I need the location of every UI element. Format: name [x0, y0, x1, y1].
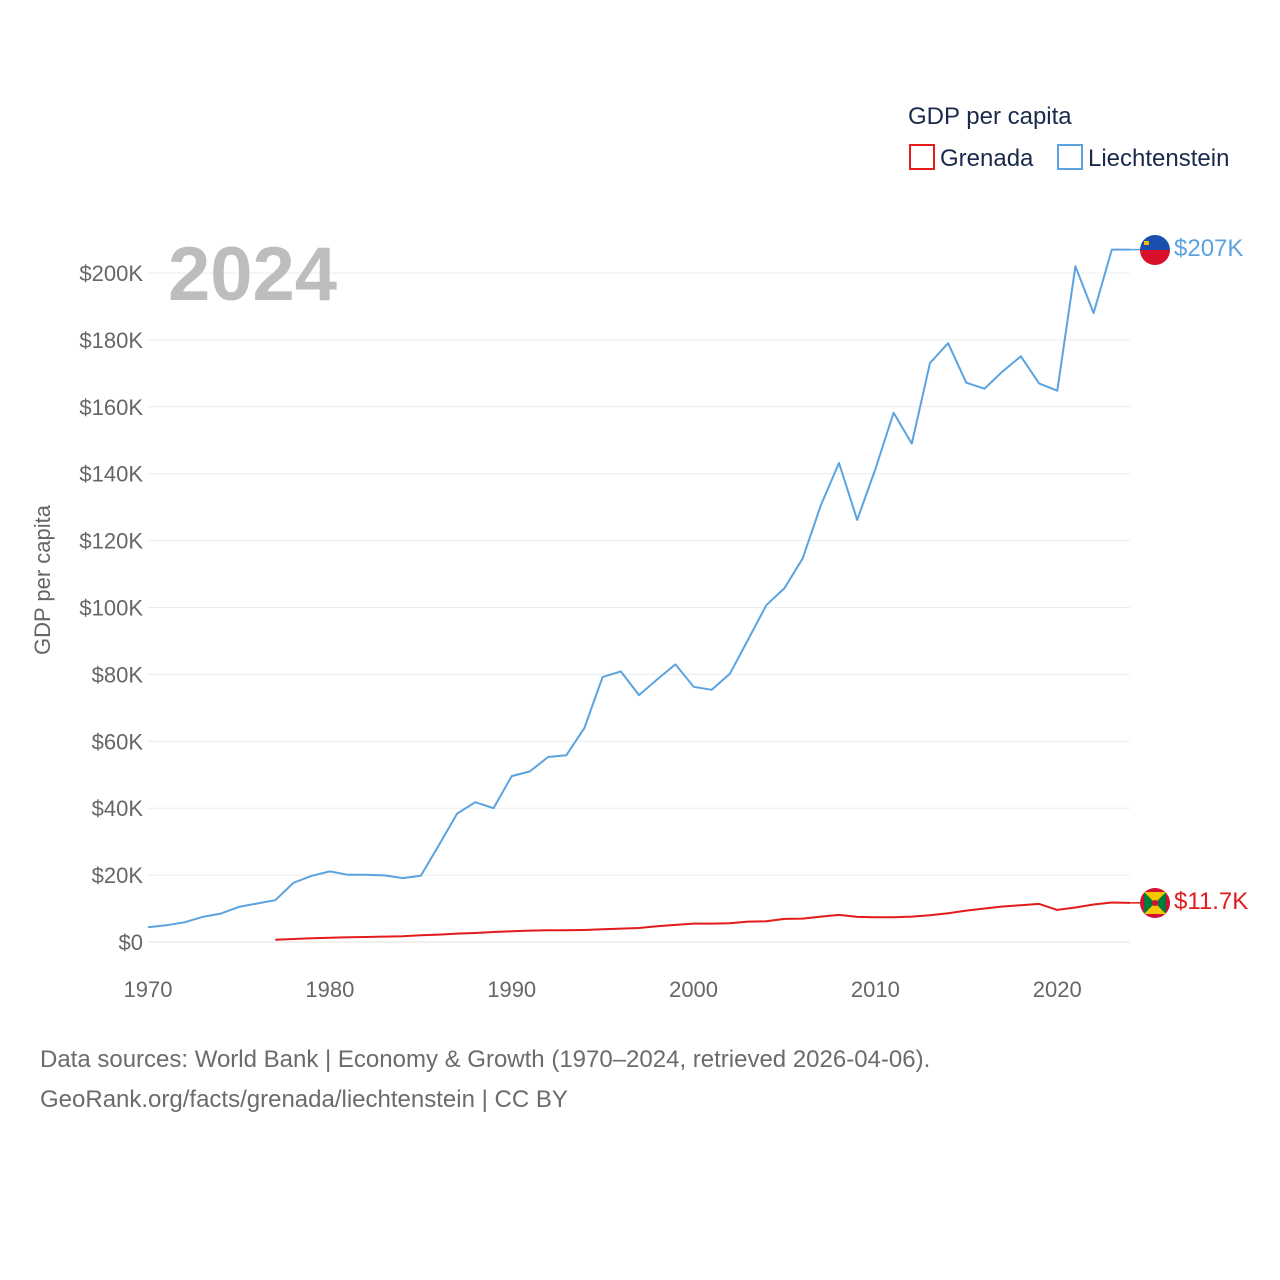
legend-swatch-liechtenstein: [1057, 144, 1083, 170]
source-line-1: Data sources: World Bank | Economy & Gro…: [40, 1046, 931, 1073]
y-tick-label: $200K: [79, 261, 143, 286]
grenada-flag: [1140, 888, 1170, 918]
y-tick-label: $0: [119, 930, 143, 955]
y-axis-ticks: $0 $20K $40K $60K $80K $100K $120K $140K $160K $1…: [79, 261, 143, 955]
x-tick-label: 1980: [305, 977, 354, 1002]
year-label: 2024: [168, 232, 337, 317]
y-tick-label: $80K: [92, 662, 144, 687]
x-tick-label: 2010: [851, 977, 900, 1002]
x-tick-label: 1970: [124, 977, 173, 1002]
gridlines: [148, 272, 1130, 943]
legend: GDP per capita Grenada Liechtenstein: [908, 103, 1229, 172]
x-tick-label: 2000: [669, 977, 718, 1002]
y-tick-label: $140K: [79, 462, 143, 487]
legend-title: GDP per capita: [908, 103, 1072, 130]
legend-label-liechtenstein: Liechtenstein: [1088, 145, 1229, 172]
legend-swatch-grenada: [909, 144, 935, 170]
source-note: Data sources: World Bank | Economy & Gro…: [40, 1040, 930, 1120]
liechtenstein-flag: [1140, 235, 1170, 265]
y-tick-label: $60K: [92, 729, 144, 754]
end-value-liechtenstein: $207K: [1174, 235, 1243, 262]
series-line-grenada[interactable]: [275, 901, 1131, 941]
legend-item-liechtenstein[interactable]: Liechtenstein: [1057, 144, 1229, 172]
x-tick-label: 2020: [1033, 977, 1082, 1002]
series-layer: [147, 248, 1140, 941]
end-value-grenada: $11.7K: [1174, 888, 1248, 915]
y-tick-label: $120K: [79, 529, 143, 554]
y-tick-label: $160K: [79, 395, 143, 420]
legend-label-grenada: Grenada: [940, 145, 1034, 172]
series-line-liechtenstein[interactable]: [147, 248, 1130, 929]
legend-item-grenada[interactable]: Grenada: [909, 144, 1034, 172]
y-tick-label: $40K: [92, 796, 144, 821]
y-axis-label: GDP per capita: [30, 504, 55, 655]
x-tick-label: 1990: [487, 977, 536, 1002]
y-tick-label: $180K: [79, 328, 143, 353]
source-line-2[interactable]: GeoRank.org/facts/grenada/liechtenstein …: [40, 1086, 568, 1113]
y-tick-label: $100K: [79, 596, 143, 621]
x-axis-ticks: 1970 1980 1990 2000 2010 2020: [124, 977, 1082, 1002]
y-tick-label: $20K: [92, 863, 144, 888]
